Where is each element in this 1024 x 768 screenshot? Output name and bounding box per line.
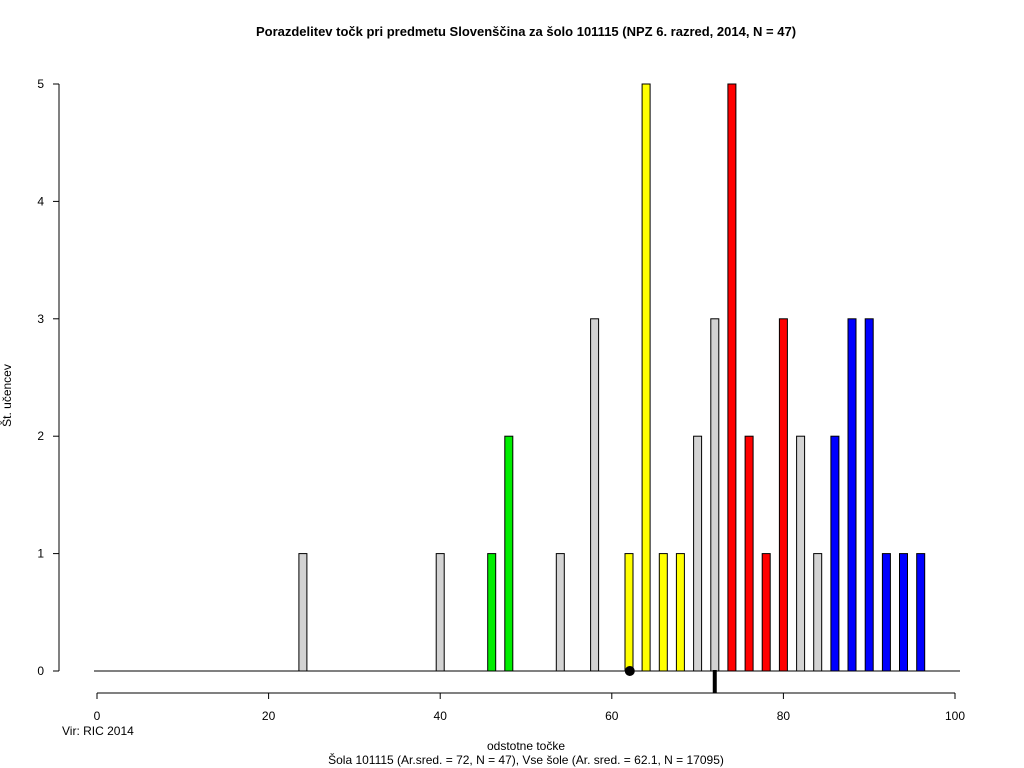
x-tick-label: 20 bbox=[262, 709, 276, 723]
bar-74 bbox=[727, 83, 737, 672]
chart-subtitle: Šola 101115 (Ar.sred. = 72, N = 47), Vse… bbox=[328, 752, 724, 767]
bar-78 bbox=[761, 553, 771, 672]
x-tick-label: 80 bbox=[777, 709, 791, 723]
source-note: Vir: RIC 2014 bbox=[62, 724, 134, 738]
bar-96 bbox=[916, 553, 926, 672]
bar-88 bbox=[847, 318, 857, 672]
chart-title: Porazdelitev točk pri predmetu Slovenšči… bbox=[256, 24, 796, 39]
bar-54 bbox=[555, 553, 565, 672]
x-tick-label: 0 bbox=[94, 709, 101, 723]
bar-66 bbox=[658, 553, 668, 672]
bar-82 bbox=[796, 435, 806, 672]
y-tick-label: 0 bbox=[37, 664, 44, 678]
y-tick-label: 3 bbox=[37, 312, 44, 326]
y-axis-label: Št. učencev bbox=[0, 364, 14, 427]
bar-40 bbox=[435, 553, 445, 672]
bar-92 bbox=[881, 553, 891, 672]
bar-68 bbox=[675, 553, 685, 672]
x-tick-label: 60 bbox=[605, 709, 619, 723]
y-tick-label: 5 bbox=[37, 77, 44, 91]
x-axis: 0 20 40 60 80 100 bbox=[94, 692, 965, 723]
bar-72 bbox=[710, 318, 720, 672]
x-axis-label: odstotne točke bbox=[487, 739, 565, 753]
y-tick-label: 4 bbox=[37, 194, 44, 208]
mean-markers bbox=[624, 666, 717, 693]
x-tick-label: 40 bbox=[434, 709, 448, 723]
bar-94 bbox=[899, 553, 908, 672]
bar-80 bbox=[778, 318, 788, 672]
bar-58 bbox=[590, 318, 600, 672]
bar-48 bbox=[504, 435, 514, 672]
y-axis: 0 1 2 3 4 5 bbox=[37, 77, 60, 678]
bar-62 bbox=[624, 553, 634, 672]
bars-group bbox=[298, 83, 926, 672]
bar-84 bbox=[813, 553, 823, 672]
bar-90 bbox=[864, 318, 874, 672]
bar-76 bbox=[744, 435, 754, 672]
x-tick-label: 100 bbox=[945, 709, 965, 723]
bar-70 bbox=[693, 435, 703, 672]
bar-64 bbox=[641, 83, 651, 672]
school-mean-marker bbox=[712, 670, 717, 693]
y-tick-label: 1 bbox=[37, 547, 44, 561]
all-schools-mean-marker bbox=[624, 666, 635, 676]
y-tick-label: 2 bbox=[37, 429, 44, 443]
bar-24 bbox=[298, 553, 308, 672]
bar-46 bbox=[487, 553, 497, 672]
bar-86 bbox=[830, 435, 840, 672]
